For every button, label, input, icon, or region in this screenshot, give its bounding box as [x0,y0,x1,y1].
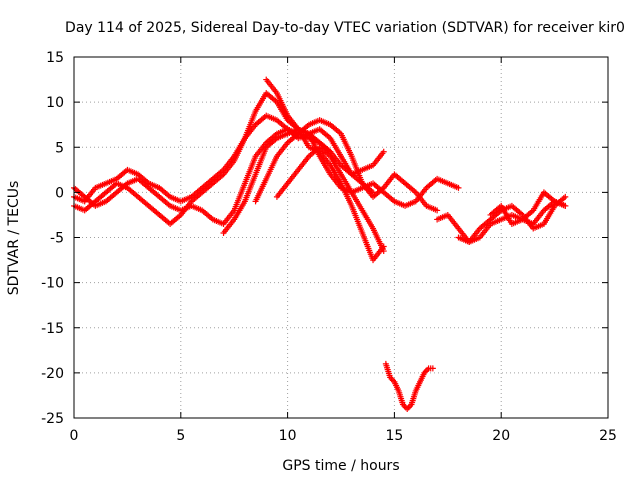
data-series-layer [71,76,569,412]
data-series-track-1 [71,112,387,205]
data-series-track-11 [487,189,569,227]
data-point [562,202,569,209]
data-point [562,193,569,200]
axis-ticks: 0 5 10 15 20 25 -25 -20 -15 -10 -5 0 5 10 15 [41,50,617,444]
data-point [380,148,387,155]
y-tick-label: -5 [50,231,64,247]
x-tick-label: 10 [279,428,297,444]
y-tick-label: -20 [41,366,64,382]
x-tick-label: 20 [492,428,510,444]
data-point [434,207,441,214]
y-tick-label: -25 [41,411,64,427]
x-tick-label: 25 [599,428,617,444]
y-tick-label: 10 [46,95,64,111]
data-series-track-7 [273,144,387,255]
y-tick-label: 5 [55,140,64,156]
y-tick-label: 15 [46,50,64,66]
y-tick-label: -15 [41,321,64,337]
data-series-track-5 [252,117,441,214]
y-tick-label: -10 [41,276,64,292]
data-series-track-2 [71,90,334,227]
y-tick-label: 0 [55,185,64,201]
data-point [380,248,387,255]
data-point [429,365,436,372]
x-axis-label: GPS time / hours [282,458,399,474]
data-point [455,184,462,191]
x-tick-label: 5 [176,428,185,444]
x-tick-label: 0 [70,428,79,444]
chart-title: Day 114 of 2025, Sidereal Day-to-day VTE… [65,20,625,36]
y-axis-label: SDTVAR / TECUs [6,181,22,296]
x-tick-label: 15 [385,428,403,444]
data-series-track-8 [382,360,436,412]
